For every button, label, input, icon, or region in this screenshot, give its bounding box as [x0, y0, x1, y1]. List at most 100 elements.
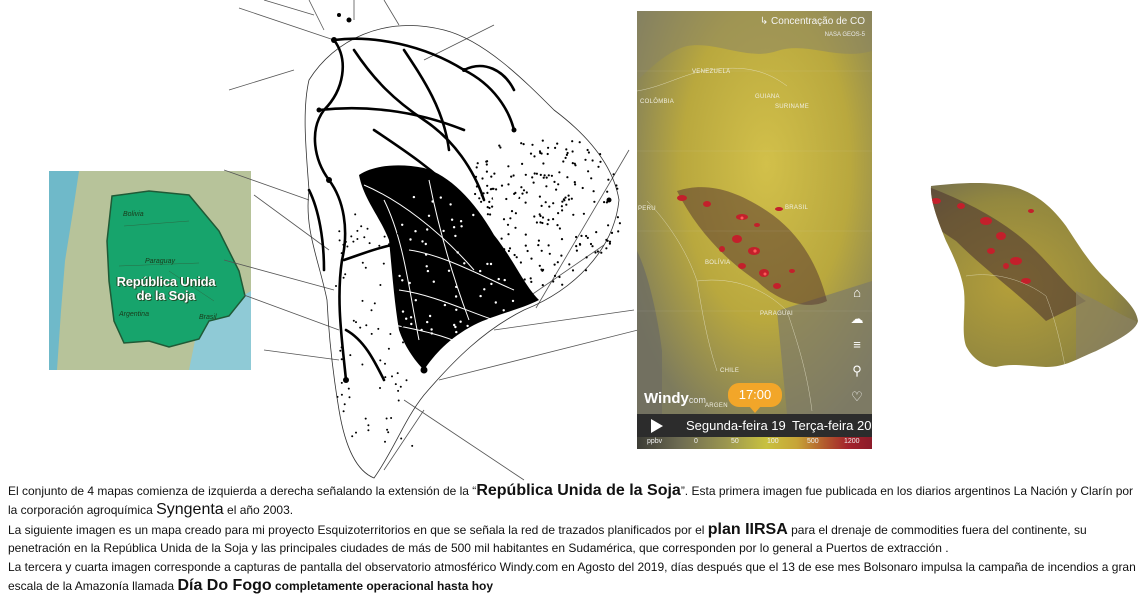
city-dot: [472, 206, 476, 209]
city-dot: [567, 194, 570, 197]
city-dot: [386, 428, 389, 431]
scale-unit: ppbv: [647, 438, 663, 445]
scale-value-1200: 1200: [844, 438, 860, 445]
city-dot: [533, 172, 536, 175]
city-dot: [521, 192, 524, 195]
city-dot: [495, 254, 499, 257]
city-dot-white: [432, 280, 435, 283]
city-dot: [539, 173, 542, 176]
city-dot: [347, 387, 350, 390]
city-dot: [538, 264, 541, 267]
city-dot: [546, 152, 549, 156]
city-dot: [500, 184, 504, 187]
menu-icon[interactable]: ≡: [853, 337, 861, 352]
country-peru: PERU: [638, 206, 656, 212]
city-dot: [338, 239, 341, 242]
city-dot-white: [479, 269, 482, 273]
city-dot: [535, 221, 538, 224]
city-dot: [507, 249, 510, 253]
timeline-bar[interactable]: [637, 414, 872, 437]
city-dot: [606, 190, 609, 193]
city-dot: [607, 178, 610, 181]
city-dot-white: [450, 218, 454, 221]
city-dot-white: [499, 318, 503, 321]
city-dot-white: [442, 229, 445, 233]
city-dot: [346, 245, 349, 248]
city-dot: [603, 201, 606, 204]
city-dot: [388, 243, 390, 246]
windy-logo-text: Windy: [644, 390, 689, 407]
city-dot: [477, 223, 480, 226]
city-dot: [388, 232, 391, 235]
city-dot: [344, 273, 347, 276]
city-dot: [398, 304, 401, 307]
weather-icon[interactable]: ☁: [850, 311, 864, 326]
city-dot: [475, 185, 478, 188]
city-dot: [590, 177, 593, 180]
city-dot: [531, 143, 534, 146]
city-dot: [508, 247, 512, 250]
search-icon[interactable]: ⚲: [852, 363, 862, 378]
layer-title[interactable]: ↳ Concentração de CO: [760, 16, 865, 27]
city-dot: [411, 200, 414, 203]
soy-republic-map-graphic: [49, 171, 251, 370]
city-dot: [503, 248, 506, 251]
city-dot: [616, 216, 619, 219]
city-dot-white: [497, 277, 500, 281]
city-dot: [507, 183, 510, 186]
city-dot: [363, 236, 366, 239]
city-dot-white: [426, 269, 430, 273]
city-dot: [360, 225, 363, 228]
model-label: NASA GEOS-5: [824, 32, 865, 38]
city-dot: [480, 194, 483, 197]
city-dot: [566, 151, 569, 155]
play-icon[interactable]: [651, 419, 663, 433]
heart-icon[interactable]: ♡: [851, 389, 863, 404]
city-dot: [364, 266, 367, 269]
country-colombia: COLÔMBIA: [640, 99, 675, 105]
windy-logo-suffix: com: [688, 395, 706, 405]
city-dot: [477, 213, 480, 216]
city-dot-white: [455, 285, 458, 289]
country-guiana: GUIANA: [755, 94, 780, 100]
home-icon[interactable]: ⌂: [853, 285, 861, 300]
city-dot: [396, 303, 399, 306]
city-dot: [584, 158, 587, 161]
country-suriname: SURINAME: [775, 104, 810, 110]
time-bubble[interactable]: 17:00: [728, 383, 782, 407]
city-dot: [552, 218, 555, 221]
city-dot: [389, 333, 392, 335]
windy-logo[interactable]: Windycom: [644, 390, 706, 407]
city-dot: [383, 235, 386, 238]
city-dot: [500, 237, 503, 240]
city-dot: [367, 429, 370, 432]
city-dot: [394, 383, 397, 386]
caption-p1-a: El conjunto de 4 mapas comienza de izqui…: [8, 484, 477, 498]
city-dot: [582, 212, 585, 215]
soy-republic-title: República Unida de la Soja: [111, 275, 221, 303]
city-dot: [538, 195, 541, 198]
city-dot: [488, 200, 491, 203]
city-dot: [544, 201, 547, 204]
city-dot: [515, 256, 518, 259]
city-dot: [524, 201, 527, 204]
city-dot: [377, 327, 380, 330]
layer-icon: ↳: [759, 16, 772, 27]
city-dot: [592, 190, 595, 193]
city-dot: [575, 249, 578, 252]
country-venezuela: VENEZUELA: [692, 69, 731, 75]
city-dot: [555, 188, 558, 191]
city-dot: [556, 224, 559, 227]
city-dot: [519, 261, 522, 264]
caption-p3-dia-do-fogo: Día Do Fogo: [177, 576, 272, 594]
city-dot: [542, 268, 545, 271]
soy-republic-co-graphic: [930, 182, 1139, 367]
city-dot-white: [426, 228, 429, 231]
timeline-day-1[interactable]: Segunda-feira 19: [686, 418, 786, 433]
city-dot: [571, 162, 574, 165]
city-dot: [514, 226, 517, 229]
timeline-day-2[interactable]: Terça-feira 20: [792, 418, 872, 433]
city-dot: [399, 216, 402, 219]
city-dot: [541, 216, 545, 219]
city-dot: [397, 232, 399, 235]
